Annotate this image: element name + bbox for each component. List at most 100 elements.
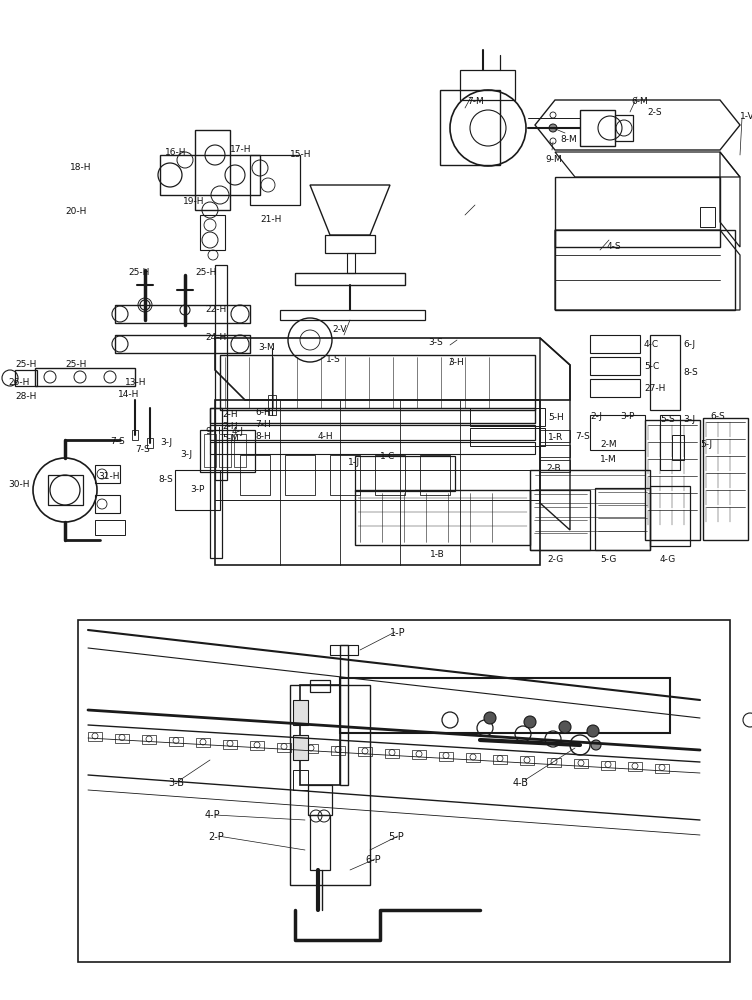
Bar bbox=[115, 305, 250, 323]
Bar bbox=[650, 486, 690, 546]
Bar bbox=[200, 430, 255, 472]
Bar bbox=[88, 732, 102, 741]
Text: 1-B: 1-B bbox=[430, 550, 444, 559]
Bar bbox=[595, 488, 650, 550]
Bar bbox=[655, 764, 669, 772]
Text: 14-H: 14-H bbox=[118, 390, 139, 399]
Bar bbox=[555, 177, 720, 247]
Bar bbox=[615, 115, 633, 141]
Circle shape bbox=[549, 124, 557, 132]
Text: 5-S: 5-S bbox=[660, 415, 675, 424]
Bar bbox=[132, 430, 138, 440]
Bar bbox=[200, 215, 225, 250]
Bar bbox=[420, 455, 450, 495]
Bar bbox=[147, 438, 153, 448]
Text: 15-H: 15-H bbox=[290, 150, 311, 159]
Bar bbox=[520, 756, 534, 765]
Text: 8-S: 8-S bbox=[158, 475, 173, 484]
Text: 3-M: 3-M bbox=[258, 343, 274, 352]
Bar bbox=[285, 455, 315, 495]
Bar bbox=[210, 442, 535, 454]
Text: 2-M: 2-M bbox=[600, 440, 617, 449]
Text: 7-S: 7-S bbox=[110, 437, 125, 446]
Text: 5-C: 5-C bbox=[644, 362, 660, 371]
Text: 6-J: 6-J bbox=[683, 340, 695, 349]
Text: 3-J: 3-J bbox=[160, 438, 172, 447]
Bar bbox=[219, 434, 231, 467]
Bar bbox=[169, 736, 183, 746]
Text: 2-V: 2-V bbox=[332, 325, 347, 334]
Text: 30-H: 30-H bbox=[8, 480, 29, 489]
Bar bbox=[290, 685, 370, 885]
Bar bbox=[590, 379, 640, 397]
Text: 4-S: 4-S bbox=[607, 242, 621, 251]
Text: 6-H: 6-H bbox=[255, 408, 271, 417]
Text: 7-M: 7-M bbox=[467, 97, 484, 106]
Bar bbox=[412, 750, 426, 759]
Text: 3-P: 3-P bbox=[620, 412, 635, 421]
Text: 2-H: 2-H bbox=[222, 410, 238, 419]
Text: 18-H: 18-H bbox=[70, 163, 92, 172]
Bar bbox=[95, 465, 120, 483]
Bar bbox=[650, 335, 680, 410]
Text: 21-H: 21-H bbox=[260, 215, 281, 224]
Bar bbox=[530, 470, 650, 550]
Text: 5-G: 5-G bbox=[600, 555, 617, 564]
Bar bbox=[277, 742, 291, 752]
Bar bbox=[590, 415, 645, 450]
Text: 16-H: 16-H bbox=[165, 148, 186, 157]
Bar bbox=[340, 645, 348, 785]
Text: 1-C: 1-C bbox=[380, 452, 396, 461]
Text: 8-H: 8-H bbox=[255, 432, 271, 441]
Bar bbox=[295, 273, 405, 285]
Text: 9-M: 9-M bbox=[545, 155, 562, 164]
Bar bbox=[293, 735, 308, 760]
Bar bbox=[672, 435, 684, 460]
Bar bbox=[628, 762, 642, 771]
Bar bbox=[466, 753, 480, 762]
Bar bbox=[703, 418, 748, 540]
Text: 25-H: 25-H bbox=[15, 360, 36, 369]
Bar bbox=[547, 758, 561, 766]
Text: 7-S: 7-S bbox=[575, 432, 590, 441]
Bar bbox=[210, 408, 535, 423]
Bar bbox=[580, 110, 615, 146]
Bar bbox=[331, 746, 345, 754]
Bar bbox=[195, 130, 230, 210]
Bar bbox=[78, 620, 730, 962]
Bar bbox=[540, 460, 570, 472]
Bar bbox=[280, 310, 425, 320]
Bar bbox=[590, 357, 640, 375]
Text: 4-P: 4-P bbox=[205, 810, 220, 820]
Text: 3-B: 3-B bbox=[168, 778, 184, 788]
Bar bbox=[196, 738, 210, 747]
Text: 25-H: 25-H bbox=[65, 360, 86, 369]
Text: 26-H: 26-H bbox=[8, 378, 29, 387]
Bar bbox=[493, 754, 507, 764]
Bar bbox=[220, 355, 535, 410]
Circle shape bbox=[524, 716, 536, 728]
Circle shape bbox=[587, 725, 599, 737]
Bar bbox=[234, 434, 246, 467]
Bar bbox=[268, 395, 276, 415]
Text: 5-M: 5-M bbox=[222, 434, 238, 443]
Bar bbox=[310, 680, 330, 692]
Text: 5-J: 5-J bbox=[700, 440, 712, 449]
Bar bbox=[385, 748, 399, 758]
Bar bbox=[240, 455, 270, 495]
Bar bbox=[700, 207, 715, 227]
Circle shape bbox=[559, 721, 571, 733]
Bar bbox=[48, 475, 83, 505]
Text: 2-P: 2-P bbox=[208, 832, 224, 842]
Text: 4-B: 4-B bbox=[513, 778, 529, 788]
Bar bbox=[340, 678, 670, 733]
Bar bbox=[590, 335, 640, 353]
Circle shape bbox=[591, 740, 601, 750]
Bar bbox=[660, 415, 680, 470]
Bar bbox=[330, 645, 358, 655]
Bar bbox=[555, 230, 735, 310]
Text: 13-H: 13-H bbox=[125, 378, 147, 387]
Bar bbox=[293, 700, 308, 725]
Bar bbox=[160, 155, 260, 195]
Text: 3-J: 3-J bbox=[180, 450, 192, 459]
